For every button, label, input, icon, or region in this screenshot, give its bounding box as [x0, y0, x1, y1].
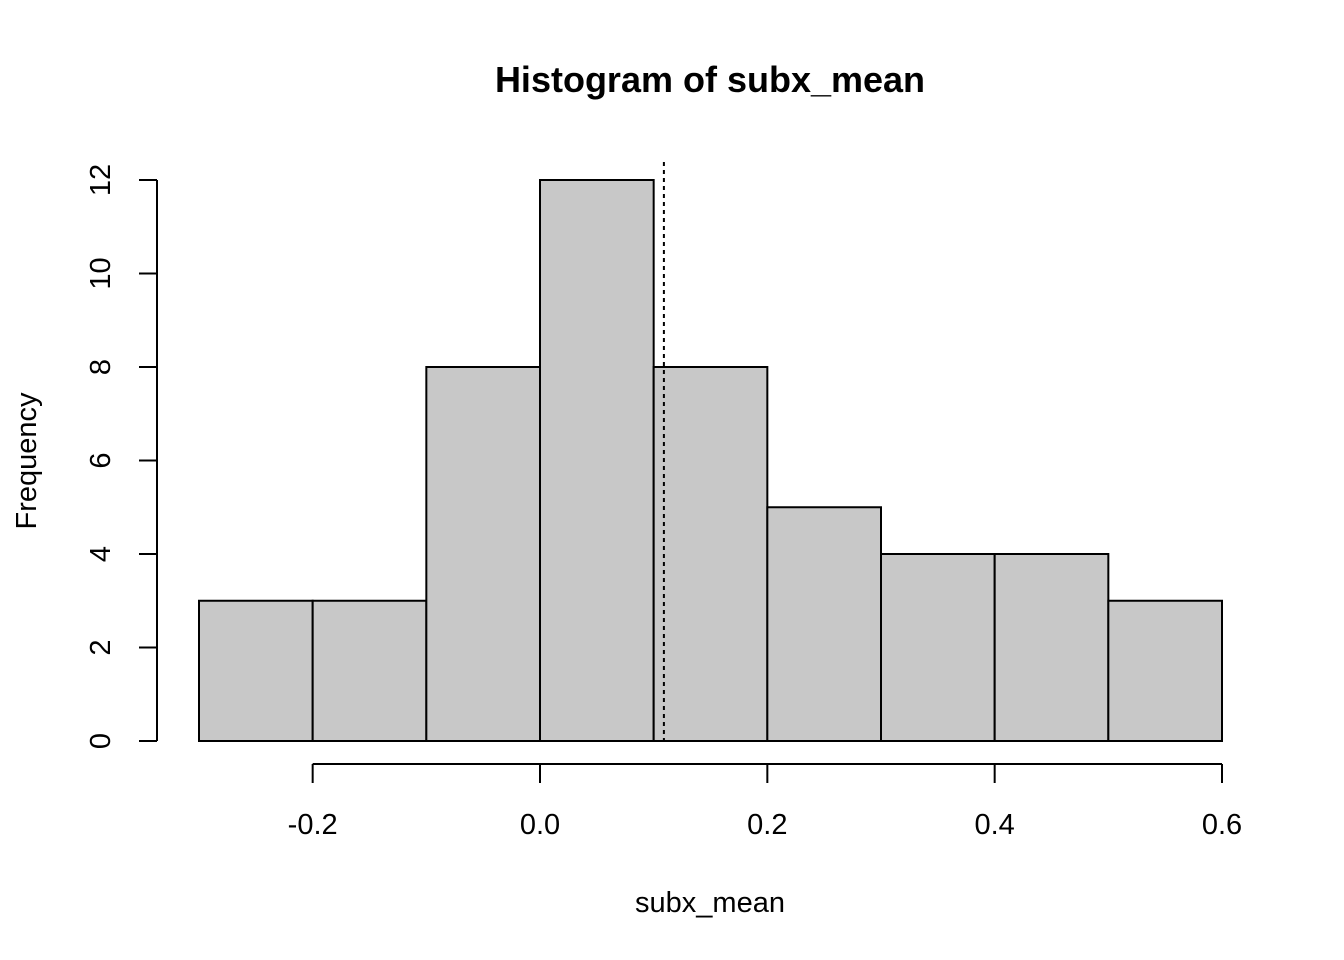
x-tick-label: 0.6: [1202, 809, 1242, 841]
histogram-bars: [198, 179, 1224, 742]
histogram-bar-1: [198, 599, 314, 742]
x-tick-label: -0.2: [288, 809, 338, 841]
y-tick-label: 10: [85, 257, 117, 289]
histogram-bar-2: [311, 599, 428, 742]
histogram-bar-4: [539, 179, 655, 742]
histogram-bar-7: [880, 553, 996, 742]
y-axis: 0 2 4 6 8 10 12: [85, 164, 158, 749]
histogram-bar-6: [766, 506, 882, 742]
y-tick-label: 8: [85, 359, 117, 375]
histogram-bar-8: [993, 553, 1110, 742]
x-axis: -0.2 0.0 0.2 0.4 0.6: [288, 763, 1242, 841]
histogram-bar-5: [652, 366, 769, 742]
y-tick-label: 2: [85, 639, 117, 655]
chart-title: Histogram of subx_mean: [495, 59, 925, 100]
y-tick-label: 6: [85, 452, 117, 468]
x-tick-label: 0.4: [975, 809, 1015, 841]
y-tick-label: 12: [85, 164, 117, 196]
histogram-bar-3: [425, 366, 542, 742]
y-tick-label: 4: [85, 546, 117, 562]
x-tick-label: 0.2: [747, 809, 787, 841]
y-axis-label: Frequency: [11, 392, 43, 530]
x-tick-label: 0.0: [520, 809, 560, 841]
x-axis-label: subx_mean: [635, 887, 785, 919]
y-tick-label: 0: [85, 733, 117, 749]
histogram-bar-9: [1107, 599, 1224, 742]
